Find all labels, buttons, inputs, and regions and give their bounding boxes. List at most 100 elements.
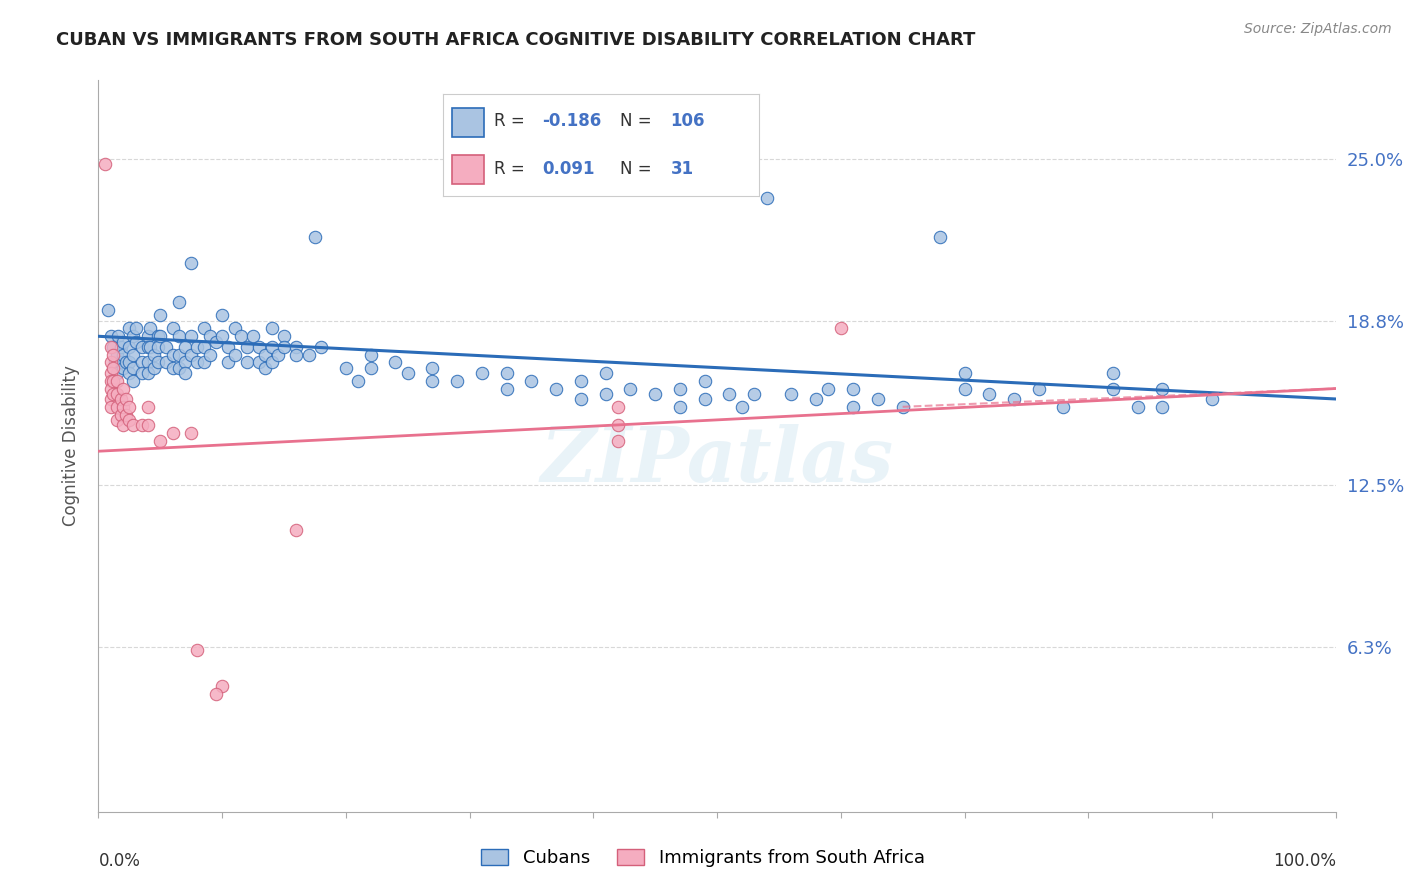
Point — [495, 366, 517, 380]
Point — [146, 329, 169, 343]
Point — [112, 334, 135, 349]
Text: CUBAN VS IMMIGRANTS FROM SOUTH AFRICA COGNITIVE DISABILITY CORRELATION CHART: CUBAN VS IMMIGRANTS FROM SOUTH AFRICA CO… — [56, 31, 976, 49]
Point — [1152, 382, 1174, 396]
Point — [143, 348, 166, 362]
Point — [193, 355, 215, 369]
Point — [953, 382, 976, 396]
Point — [118, 340, 141, 354]
Point — [124, 334, 146, 349]
Point — [669, 382, 692, 396]
Point — [595, 386, 617, 401]
Point — [273, 329, 295, 343]
Point — [842, 382, 865, 396]
Point — [167, 348, 190, 362]
Point — [495, 382, 517, 396]
Point — [174, 340, 197, 354]
Point — [112, 348, 135, 362]
Point — [100, 366, 122, 380]
Point — [107, 329, 129, 343]
Point — [607, 418, 630, 433]
Point — [669, 400, 692, 414]
Point — [817, 382, 839, 396]
Point — [205, 687, 228, 701]
Point — [105, 348, 128, 362]
Point — [105, 374, 128, 388]
Point — [143, 360, 166, 375]
Point — [139, 321, 162, 335]
Point — [103, 374, 125, 388]
Point — [180, 348, 202, 362]
Point — [198, 329, 221, 343]
Point — [804, 392, 827, 406]
Point — [1201, 392, 1223, 406]
Point — [118, 366, 141, 380]
Point — [105, 386, 128, 401]
Point — [122, 418, 145, 433]
Point — [335, 360, 357, 375]
Point — [205, 334, 228, 349]
Point — [114, 355, 136, 369]
Point — [122, 329, 145, 343]
Point — [103, 348, 125, 362]
Point — [254, 360, 277, 375]
Point — [118, 400, 141, 414]
Point — [100, 382, 122, 396]
Point — [1126, 400, 1149, 414]
Point — [229, 329, 252, 343]
Point — [384, 355, 406, 369]
Point — [211, 329, 233, 343]
Point — [1052, 400, 1074, 414]
Text: R =: R = — [494, 112, 530, 130]
Point — [136, 418, 159, 433]
Point — [174, 366, 197, 380]
Legend: Cubans, Immigrants from South Africa: Cubans, Immigrants from South Africa — [474, 841, 932, 874]
Point — [186, 355, 208, 369]
Point — [131, 340, 153, 354]
Text: N =: N = — [620, 112, 657, 130]
Point — [693, 374, 716, 388]
Point — [569, 374, 592, 388]
Point — [304, 230, 326, 244]
Text: -0.186: -0.186 — [543, 112, 602, 130]
Point — [260, 355, 283, 369]
Point — [607, 400, 630, 414]
Point — [260, 340, 283, 354]
Point — [180, 329, 202, 343]
Point — [193, 321, 215, 335]
Point — [162, 425, 184, 440]
Point — [110, 392, 132, 406]
Point — [110, 355, 132, 369]
Point — [718, 386, 741, 401]
Point — [105, 366, 128, 380]
Point — [131, 418, 153, 433]
Point — [953, 366, 976, 380]
Point — [136, 329, 159, 343]
Point — [1028, 382, 1050, 396]
Point — [162, 321, 184, 335]
Point — [167, 329, 190, 343]
Bar — [453, 155, 484, 184]
Point — [136, 366, 159, 380]
Point — [93, 157, 115, 171]
Point — [149, 329, 172, 343]
Point — [100, 374, 122, 388]
Point — [136, 355, 159, 369]
Point — [285, 523, 308, 537]
Point — [136, 340, 159, 354]
Point — [193, 340, 215, 354]
Point — [122, 374, 145, 388]
Point — [103, 340, 125, 354]
Point — [136, 400, 159, 414]
Y-axis label: Cognitive Disability: Cognitive Disability — [62, 366, 80, 526]
Point — [100, 329, 122, 343]
Text: 0.0%: 0.0% — [98, 852, 141, 870]
Point — [122, 348, 145, 362]
Point — [146, 340, 169, 354]
Point — [118, 413, 141, 427]
Point — [254, 348, 277, 362]
Point — [360, 360, 382, 375]
Point — [396, 366, 419, 380]
Point — [167, 295, 190, 310]
Point — [267, 348, 290, 362]
Point — [247, 340, 270, 354]
